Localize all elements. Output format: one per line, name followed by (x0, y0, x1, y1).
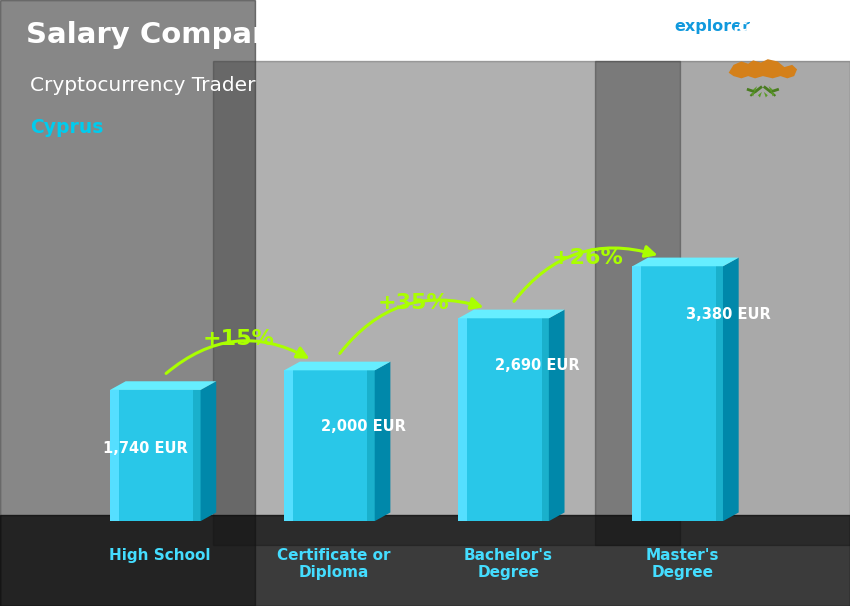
Text: +26%: +26% (552, 248, 623, 268)
Text: 1,740 EUR: 1,740 EUR (103, 441, 188, 456)
Polygon shape (753, 86, 757, 92)
Polygon shape (110, 390, 119, 521)
Polygon shape (110, 381, 216, 390)
Polygon shape (632, 266, 642, 521)
Polygon shape (632, 266, 723, 521)
Polygon shape (751, 91, 755, 96)
Polygon shape (768, 86, 773, 92)
Polygon shape (193, 390, 201, 521)
Polygon shape (716, 266, 723, 521)
Polygon shape (758, 92, 762, 98)
Polygon shape (458, 318, 468, 521)
Polygon shape (771, 91, 774, 96)
Text: explorer: explorer (674, 19, 751, 35)
Polygon shape (201, 381, 216, 521)
Text: Cyprus: Cyprus (30, 118, 103, 137)
Text: Master's
Degree: Master's Degree (646, 548, 719, 580)
Polygon shape (458, 310, 564, 318)
Text: 2,000 EUR: 2,000 EUR (320, 419, 405, 434)
Polygon shape (723, 258, 739, 521)
Text: +35%: +35% (377, 293, 449, 313)
Text: salary: salary (625, 19, 680, 35)
Polygon shape (284, 362, 390, 370)
Polygon shape (284, 370, 375, 521)
Text: .com: .com (733, 19, 776, 35)
Bar (0, 0, 255, 606)
Text: Average Monthly Salary: Average Monthly Salary (813, 285, 823, 418)
Polygon shape (458, 318, 549, 521)
Text: +15%: +15% (203, 329, 275, 349)
Text: Bachelor's
Degree: Bachelor's Degree (464, 548, 552, 580)
Text: Certificate or
Diploma: Certificate or Diploma (277, 548, 391, 580)
Polygon shape (110, 390, 201, 521)
Polygon shape (367, 370, 375, 521)
Polygon shape (375, 362, 390, 521)
Bar (595, 61, 850, 545)
Polygon shape (549, 310, 564, 521)
Polygon shape (284, 370, 293, 521)
Text: 3,380 EUR: 3,380 EUR (687, 307, 771, 322)
Text: Salary Comparison By Education: Salary Comparison By Education (26, 21, 558, 49)
Text: 2,690 EUR: 2,690 EUR (495, 358, 580, 373)
Polygon shape (728, 59, 797, 78)
Polygon shape (632, 258, 739, 266)
Bar (212, 61, 680, 545)
Polygon shape (764, 92, 768, 98)
Bar (0, 515, 850, 606)
Polygon shape (541, 318, 549, 521)
Text: High School: High School (110, 548, 211, 562)
Text: Cryptocurrency Trader: Cryptocurrency Trader (30, 76, 255, 95)
